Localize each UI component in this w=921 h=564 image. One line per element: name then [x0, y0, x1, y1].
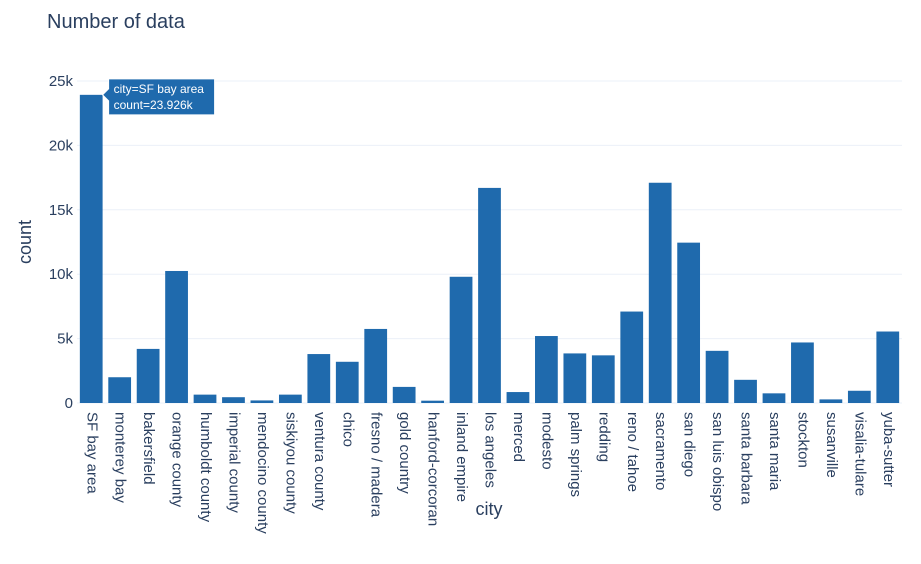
bar[interactable] — [136, 348, 160, 403]
bar[interactable] — [563, 353, 587, 403]
hover-box — [101, 78, 216, 116]
y-tick-label: 15k — [49, 202, 74, 219]
bar[interactable] — [648, 182, 672, 403]
y-axis-title: count — [15, 220, 35, 264]
bar[interactable] — [193, 394, 217, 403]
bar[interactable] — [222, 397, 245, 403]
bar[interactable] — [79, 94, 103, 403]
x-tick-label: san luis obispo — [709, 412, 726, 511]
x-tick-label: imperial county — [225, 412, 242, 513]
y-axis-ticks: 0 5k 10k 15k 20k 25k — [49, 73, 74, 412]
bar[interactable] — [165, 270, 188, 403]
hover-tooltip: city=SF bay area count=23.926k — [101, 78, 216, 116]
x-tick-label: orange county — [169, 412, 186, 508]
x-tick-label: fresno / madera — [368, 412, 385, 518]
x-tick-label: chico — [339, 412, 356, 447]
x-tick-label: santa maria — [766, 412, 783, 491]
x-tick-label: sacramento — [652, 412, 669, 490]
hover-line-city: city=SF bay area — [114, 82, 205, 96]
x-tick-label: merced — [510, 412, 527, 462]
bar[interactable] — [876, 331, 900, 403]
x-tick-label: SF bay area — [83, 412, 100, 494]
x-tick-label: monterey bay — [112, 412, 129, 503]
bar[interactable] — [535, 336, 558, 403]
y-tick-label: 0 — [65, 395, 73, 412]
x-tick-label: siskiyou county — [282, 412, 299, 514]
x-tick-label: humboldt county — [197, 412, 214, 523]
x-tick-label: mendocino county — [254, 412, 271, 534]
y-tick-label: 20k — [49, 137, 74, 154]
x-tick-label: gold country — [396, 412, 413, 494]
bar[interactable] — [392, 386, 416, 403]
bar[interactable] — [335, 361, 359, 403]
x-tick-label: hanford-corcoran — [425, 412, 442, 526]
bar[interactable] — [620, 311, 644, 403]
bar[interactable] — [734, 379, 757, 403]
bar[interactable] — [449, 276, 473, 403]
bar[interactable] — [791, 342, 814, 403]
bar[interactable] — [478, 187, 501, 403]
bar[interactable] — [250, 400, 274, 403]
x-tick-label: inland empire — [453, 412, 470, 502]
x-tick-label: santa barbara — [738, 412, 755, 505]
bar[interactable] — [421, 400, 444, 403]
x-tick-label: reno / tahoe — [624, 412, 641, 492]
bar[interactable] — [278, 394, 302, 403]
x-tick-label: san diego — [681, 412, 698, 477]
bar[interactable] — [506, 392, 530, 403]
x-tick-label: yuba-sutter — [880, 412, 897, 487]
bars — [79, 94, 900, 403]
bar[interactable] — [762, 393, 786, 403]
bar[interactable] — [307, 354, 331, 403]
bar[interactable] — [108, 377, 132, 403]
x-tick-label: palm springs — [567, 412, 584, 497]
x-tick-label: stockton — [794, 412, 811, 468]
x-tick-label: los angeles — [482, 412, 499, 488]
bar[interactable] — [677, 242, 701, 403]
x-tick-label: ventura county — [311, 412, 328, 511]
x-tick-label: visalia-tulare — [851, 412, 868, 496]
bar[interactable] — [364, 328, 388, 403]
bar[interactable] — [819, 399, 843, 403]
y-tick-label: 5k — [57, 331, 73, 348]
x-tick-label: susanville — [823, 412, 840, 478]
y-tick-label: 25k — [49, 73, 74, 90]
bar[interactable] — [705, 350, 729, 403]
x-tick-label: bakersfield — [140, 412, 157, 485]
x-axis-title: city — [476, 499, 503, 519]
x-tick-label: redding — [595, 412, 612, 462]
bar[interactable] — [591, 355, 615, 403]
hover-line-count: count=23.926k — [114, 98, 194, 112]
x-axis-ticks: SF bay area monterey bay bakersfield orange… — [83, 412, 897, 534]
bar[interactable] — [847, 390, 871, 403]
x-tick-label: modesto — [538, 412, 555, 470]
chart-title: Number of data — [47, 11, 186, 33]
y-tick-label: 10k — [49, 266, 74, 283]
